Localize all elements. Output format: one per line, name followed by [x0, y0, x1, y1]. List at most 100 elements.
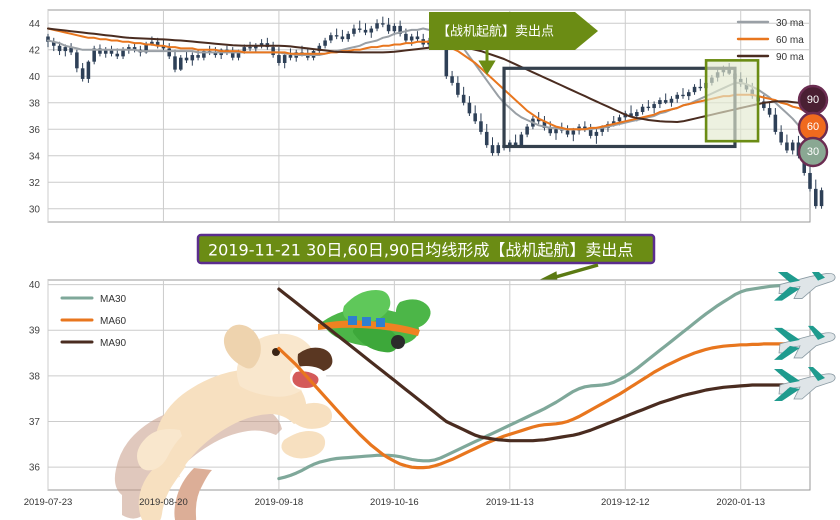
candle-body — [496, 145, 501, 154]
y-tick-label: 37 — [29, 417, 41, 428]
dog-illustration — [114, 324, 333, 520]
lower-legend: MA30 MA60 MA90 — [60, 294, 127, 349]
jet-wing-lower — [774, 387, 800, 401]
badge-label-60: 60 — [807, 121, 819, 133]
candle-body — [381, 23, 385, 25]
candle-body — [819, 190, 824, 207]
candle-body — [392, 25, 397, 32]
candle-body — [375, 23, 379, 29]
jet-tail — [808, 325, 825, 340]
candle-body — [317, 45, 322, 52]
candle-body — [334, 35, 339, 37]
candle-body — [698, 86, 703, 89]
candle-body — [519, 134, 524, 146]
candle-body — [121, 49, 125, 57]
toy-plane-window-3 — [376, 318, 385, 327]
candle-body — [127, 47, 131, 50]
candle-body — [611, 121, 616, 124]
candle-body — [242, 47, 247, 52]
arrow-banner-pointer-icon — [478, 50, 496, 75]
signal-banner-panel: 2019-11-21 30日,60日,90日均线形成【战机起航】卖出点 — [0, 232, 840, 280]
candle-body — [583, 126, 587, 130]
candle-body — [161, 45, 166, 49]
candle-body — [686, 92, 691, 97]
candle-body — [115, 53, 120, 57]
legend-label: MA60 — [100, 316, 127, 327]
toy-plane-lower-wing — [352, 324, 399, 353]
candle-body — [323, 40, 327, 46]
candle-body — [271, 47, 275, 56]
x-tick-label: 2019-08-20 — [139, 497, 188, 508]
dog-front-paw-lower — [281, 431, 326, 459]
candle-body — [386, 24, 391, 32]
candle-body — [456, 82, 460, 95]
badge-circle-30 — [797, 136, 829, 168]
toy-plane-window-1 — [348, 316, 357, 325]
signal-banner-box — [196, 233, 656, 265]
candle-body — [681, 94, 685, 97]
y-tick-label: 30 — [29, 204, 41, 215]
dog-hind-leg-right — [174, 468, 212, 520]
candle-body — [236, 51, 241, 58]
candle-body — [340, 36, 345, 40]
y-tick-label: 40 — [29, 72, 41, 83]
candle-body — [190, 55, 195, 61]
upper-ytick-labels: 30 32 34 36 38 40 42 44 — [29, 19, 41, 216]
jet-tail — [808, 367, 825, 381]
candle-body — [75, 52, 79, 69]
x-axis-tick-labels: 2019-07-23 2019-08-20 2019-09-18 2019-10-16… — [24, 497, 765, 508]
upper-chart-svg: 30 32 34 36 38 40 42 44 30 ma 60 ma 90 ma 【战机起航】卖… — [29, 9, 829, 223]
candle-body — [46, 36, 50, 42]
candle-body — [571, 130, 576, 135]
candle-body — [479, 121, 483, 132]
x-axis-panel: 2019-07-23 2019-08-20 2019-09-18 2019-10-16… — [0, 492, 840, 520]
candle-body — [184, 57, 189, 61]
candle-body — [635, 112, 639, 116]
arrow-banner-shape — [429, 12, 598, 50]
y-tick-label: 34 — [29, 151, 41, 162]
x-tick-label: 2019-12-12 — [601, 497, 650, 508]
jet-fuselage — [778, 332, 836, 359]
candle-body — [277, 55, 281, 63]
candle-body — [663, 100, 668, 103]
dog-front-paw-upper — [290, 402, 332, 429]
candle-body — [144, 44, 148, 53]
candle-body — [669, 98, 674, 103]
candle-body — [484, 131, 489, 146]
candle-body — [202, 51, 206, 58]
candle-body — [288, 55, 293, 58]
upper-legend: 30 ma 60 ma 90 ma — [736, 18, 804, 63]
candle-body — [69, 47, 73, 53]
y-tick-label: 32 — [29, 178, 41, 189]
candle-body — [779, 131, 783, 143]
x-tick-label: 2020-01-13 — [716, 497, 765, 508]
jet-plane-markers — [774, 272, 836, 401]
candle-body — [542, 121, 547, 128]
candle-body — [629, 113, 633, 116]
candle-body — [617, 117, 622, 122]
ma-line-MA30 — [277, 283, 812, 481]
dog-with-toy-plane-illustration — [114, 290, 431, 520]
candle-body — [398, 25, 402, 34]
candle-body — [565, 130, 570, 135]
y-tick-label: 38 — [29, 98, 41, 109]
candle-body — [80, 68, 85, 79]
x-tick-label: 2019-07-23 — [24, 497, 73, 508]
candle-body — [785, 142, 789, 151]
candle-body — [536, 118, 541, 122]
x-tick-label: 2019-09-18 — [255, 497, 304, 508]
y-tick-label: 36 — [29, 125, 41, 136]
candle-body — [404, 33, 408, 41]
candle-body — [548, 127, 553, 134]
sell-signal-highlight-box — [704, 59, 760, 143]
signal-banner-svg: 2019-11-21 30日,60日,90日均线形成【战机起航】卖出点 — [196, 233, 656, 280]
jet-wing-lower — [774, 286, 800, 301]
dog-tail — [137, 429, 182, 471]
badge-label-90: 90 — [807, 94, 819, 106]
jet-wing-lower — [774, 345, 800, 360]
candle-body — [57, 45, 62, 52]
lower-ytick-labels: 36 37 38 39 40 — [29, 280, 41, 474]
legend-label: 60 ma — [776, 35, 804, 46]
candle-body — [652, 104, 656, 109]
